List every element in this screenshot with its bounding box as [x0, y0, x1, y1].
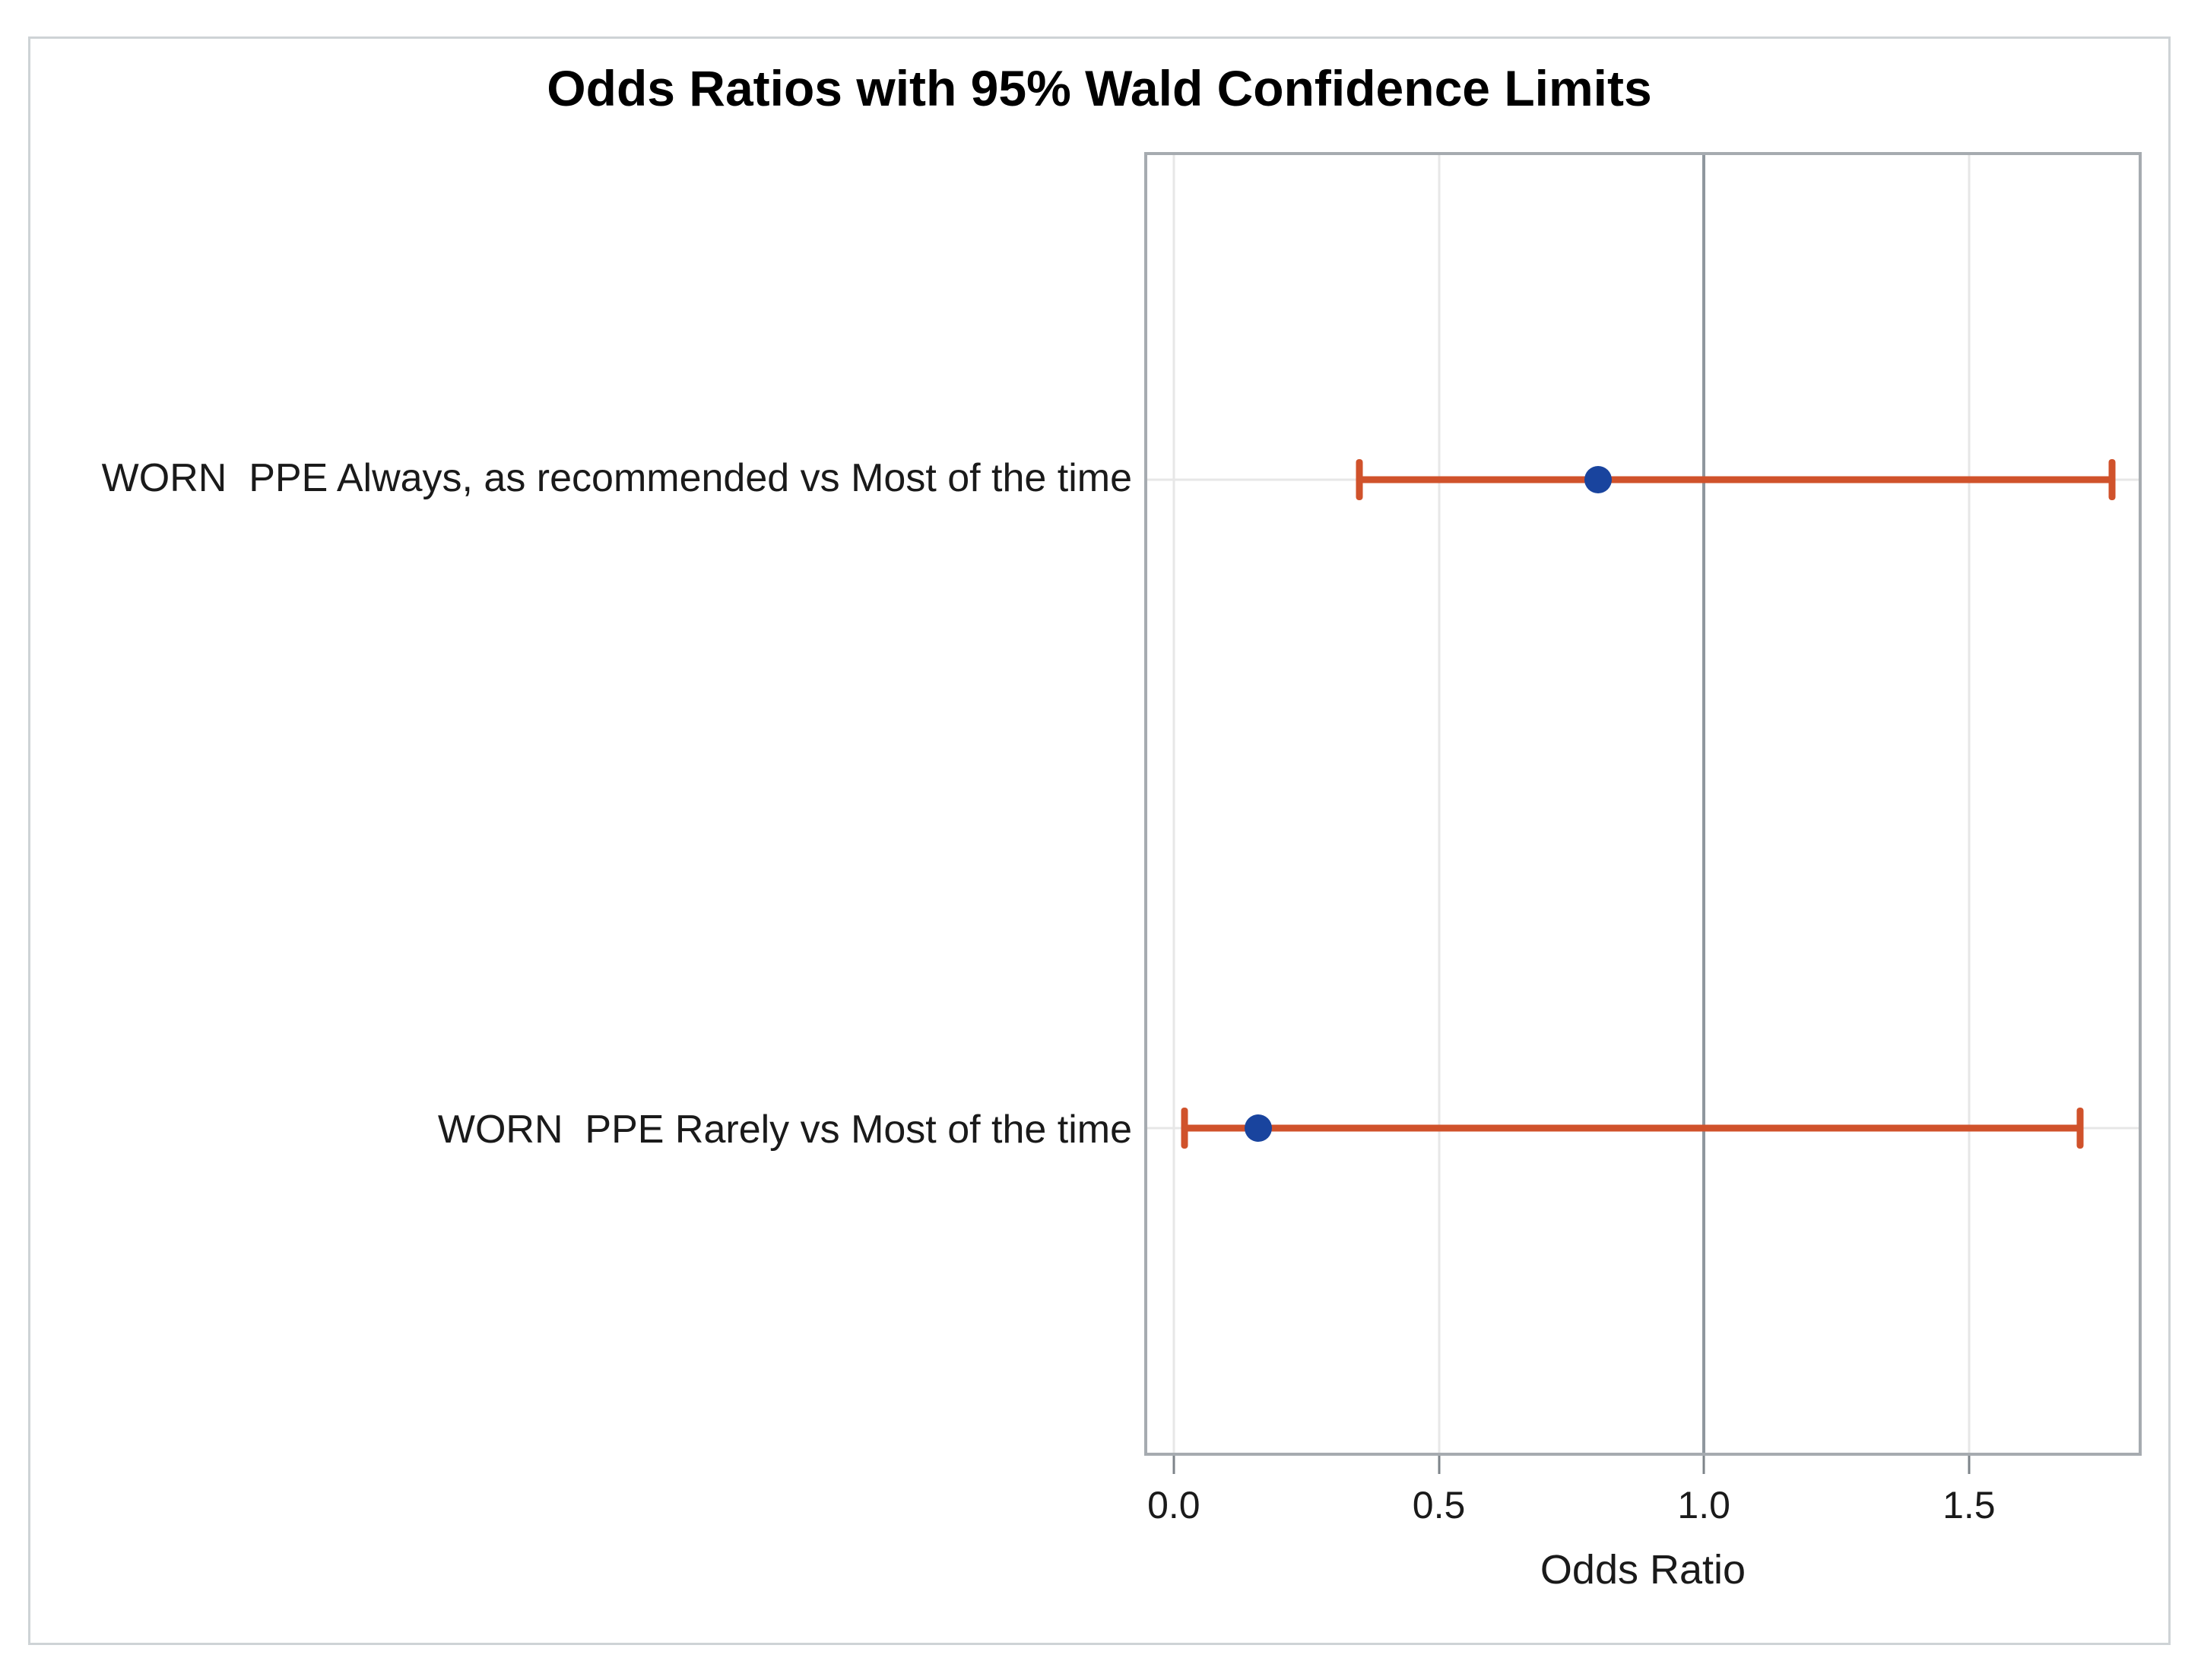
x-axis-tick-label: 0.0: [1147, 1484, 1200, 1526]
y-axis-labels: WORN PPE Always, as recommended vs Most …: [0, 152, 1132, 1456]
chart-title: Odds Ratios with 95% Wald Confidence Lim…: [547, 60, 1652, 116]
ci-error-bar: [1184, 1124, 2081, 1132]
x-axis-tick-label: 1.0: [1677, 1484, 1730, 1526]
x-axis-tick: [1438, 1456, 1441, 1474]
x-gridline: [1172, 155, 1175, 1453]
y-axis-label: WORN PPE Always, as recommended vs Most …: [101, 455, 1132, 500]
x-axis-tick: [1968, 1456, 1971, 1474]
ci-cap-left: [1181, 1108, 1188, 1149]
x-axis-tick-label: 0.5: [1412, 1484, 1466, 1526]
or-reference-line: [1702, 155, 1706, 1453]
x-axis-tick: [1172, 1456, 1175, 1474]
plot-area: 0.0 0.5 1.0 1.5: [1144, 152, 2142, 1524]
or-point-marker: [1584, 465, 1612, 493]
ci-cap-right: [2076, 1108, 2084, 1149]
x-axis-tick-label: 1.5: [1943, 1484, 1996, 1526]
or-point-marker: [1245, 1114, 1273, 1143]
x-axis-tick: [1702, 1456, 1705, 1474]
x-gridline: [1438, 155, 1441, 1453]
ci-cap-left: [1356, 458, 1363, 500]
ci-cap-right: [2108, 458, 2116, 500]
x-gridline: [1968, 155, 1971, 1453]
y-axis-label: WORN PPE Rarely vs Most of the time: [437, 1108, 1132, 1152]
x-axis-title: Odds Ratio: [1540, 1547, 1746, 1593]
ci-error-bar: [1359, 476, 2113, 483]
